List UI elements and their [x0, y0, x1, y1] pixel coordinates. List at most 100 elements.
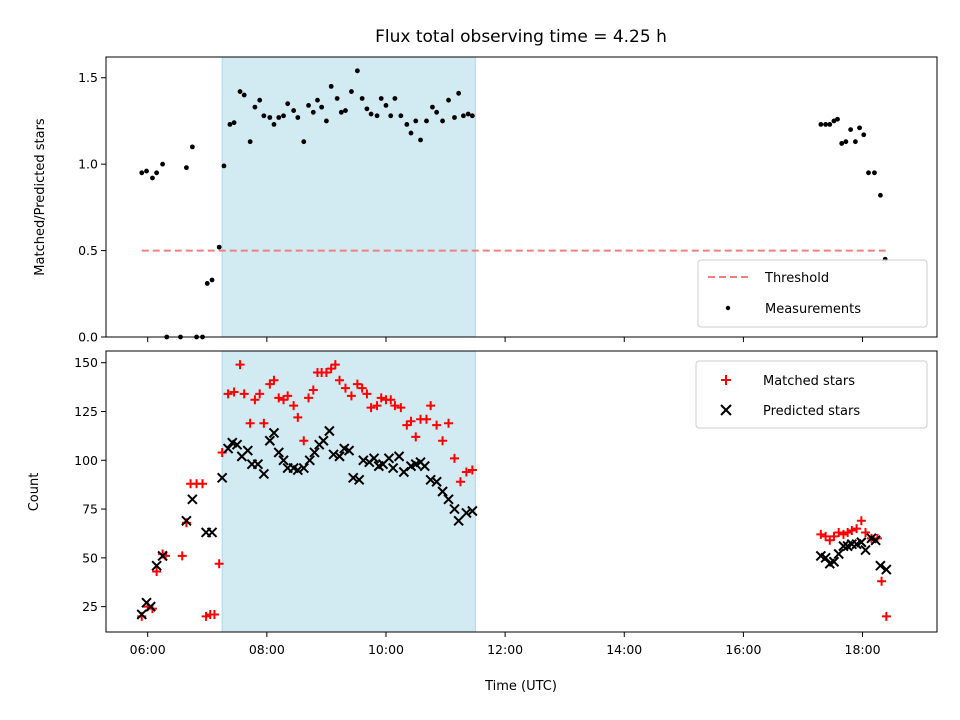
- measurement-point: [276, 115, 282, 120]
- bottom-plot-frame: [105, 350, 938, 633]
- predicted-star-point: [449, 503, 460, 515]
- measurement-point: [408, 130, 414, 136]
- measurement-point: [413, 118, 419, 124]
- predicted-star-point: [187, 494, 198, 505]
- measurement-point: [374, 113, 380, 119]
- predicted-star-point: [206, 527, 218, 538]
- measurement-point: [291, 108, 297, 113]
- legend-predicted-label: Predicted stars: [763, 404, 860, 419]
- top-y-tick-label: 0.5: [78, 243, 98, 258]
- matched-star-point: [816, 529, 826, 539]
- measurement-point: [359, 96, 365, 101]
- top-legend-box: [697, 259, 928, 328]
- measurement-point: [827, 122, 833, 127]
- predicted-star-point: [222, 443, 234, 454]
- measurement-point: [465, 111, 471, 117]
- top-observing-span: [221, 56, 476, 338]
- bottom-panel-counts: 25 50 75 100 125 150 06:00 08:00 10:00 12:00 14:0…: [27, 350, 938, 694]
- matched-star-point: [438, 436, 448, 446]
- measurement-point: [267, 115, 273, 120]
- measurement-point: [839, 141, 845, 146]
- top-legend: Threshold Measurements: [697, 259, 928, 328]
- matched-star-point: [299, 436, 309, 446]
- matched-star-point: [255, 389, 265, 399]
- measurement-point: [261, 113, 267, 119]
- measurement-point: [823, 122, 829, 127]
- matched-star-point: [432, 420, 442, 430]
- matched-star-point: [461, 467, 471, 477]
- measurement-point: [456, 90, 462, 96]
- measurement-point: [227, 122, 233, 127]
- predicted-star-point: [231, 439, 243, 450]
- matched-star-point: [304, 393, 314, 403]
- measurement-point: [241, 92, 247, 98]
- measurement-point: [848, 127, 854, 132]
- measurement-point: [404, 122, 410, 127]
- measurement-point: [872, 170, 877, 176]
- matched-star-point: [335, 375, 345, 385]
- predicted-star-point: [856, 537, 867, 548]
- bottom-legend-box: [695, 360, 928, 429]
- predicted-star-point: [273, 447, 284, 458]
- predicted-star-point: [820, 552, 831, 564]
- predicted-star-point: [358, 455, 369, 466]
- predicted-star-point: [870, 535, 881, 546]
- predicted-star-point: [343, 445, 355, 456]
- predicted-star-point: [278, 455, 289, 466]
- predicted-star-point: [875, 560, 886, 571]
- top-panel-ratio: 0.0 0.5 1.0 1.5 Matched/Predicted stars Thr…: [33, 56, 938, 345]
- measurement-point: [424, 118, 429, 124]
- measurement-point: [247, 139, 253, 145]
- predicted-star-point: [425, 474, 436, 485]
- matched-star-point: [843, 527, 853, 537]
- measurement-point: [852, 139, 858, 145]
- measurement-point: [221, 163, 227, 169]
- predicted-star-point: [461, 507, 472, 519]
- bottom-y-tick-label: 125: [74, 404, 98, 419]
- matched-star-point: [223, 389, 233, 399]
- matched-star-point: [838, 529, 848, 539]
- matched-star-point: [229, 387, 239, 397]
- predicted-star-point: [145, 601, 156, 612]
- matched-star-point: [877, 576, 887, 586]
- predicted-star-point: [298, 462, 309, 474]
- measurement-point: [418, 137, 423, 143]
- measurement-point: [324, 118, 329, 124]
- measurement-point: [469, 113, 475, 119]
- matched-star-point: [455, 477, 465, 487]
- matched-star-point: [239, 389, 249, 399]
- matched-star-point: [352, 379, 362, 389]
- bottom-y-tick-label: 100: [74, 453, 98, 468]
- measurement-point: [150, 175, 155, 181]
- matched-star-point: [289, 401, 299, 411]
- measurement-point: [189, 144, 195, 150]
- predicted-star-point: [151, 560, 162, 571]
- measurement-point: [184, 165, 189, 171]
- matched-star-point: [847, 526, 857, 536]
- matched-star-point: [177, 551, 187, 561]
- bottom-x-tick-label: 10:00: [368, 642, 404, 657]
- predicted-star-point: [242, 445, 253, 456]
- predicted-star-point: [264, 435, 276, 446]
- matched-star-point: [259, 418, 269, 428]
- bottom-x-tick-label: 18:00: [845, 642, 881, 657]
- bottom-x-tick-label: 14:00: [606, 642, 642, 657]
- matched-star-point: [376, 393, 386, 403]
- measurement-point: [440, 118, 445, 124]
- matched-star-point: [444, 418, 454, 428]
- predicted-star-point: [309, 447, 320, 458]
- predicted-star-point: [181, 515, 192, 526]
- matched-star-point: [366, 403, 376, 413]
- predicted-star-point: [833, 548, 844, 560]
- predicted-star-point: [318, 435, 329, 446]
- predicted-star-point: [431, 476, 442, 487]
- bottom-observing-span: [221, 350, 476, 633]
- matched-star-point: [386, 395, 396, 405]
- bottom-x-tick-label: 12:00: [487, 642, 523, 657]
- measurement-point: [378, 96, 384, 101]
- matched-star-point: [293, 412, 303, 422]
- predicted-star-point: [324, 425, 335, 437]
- measurement-point: [237, 89, 243, 94]
- bottom-y-tick-label: 50: [82, 550, 98, 565]
